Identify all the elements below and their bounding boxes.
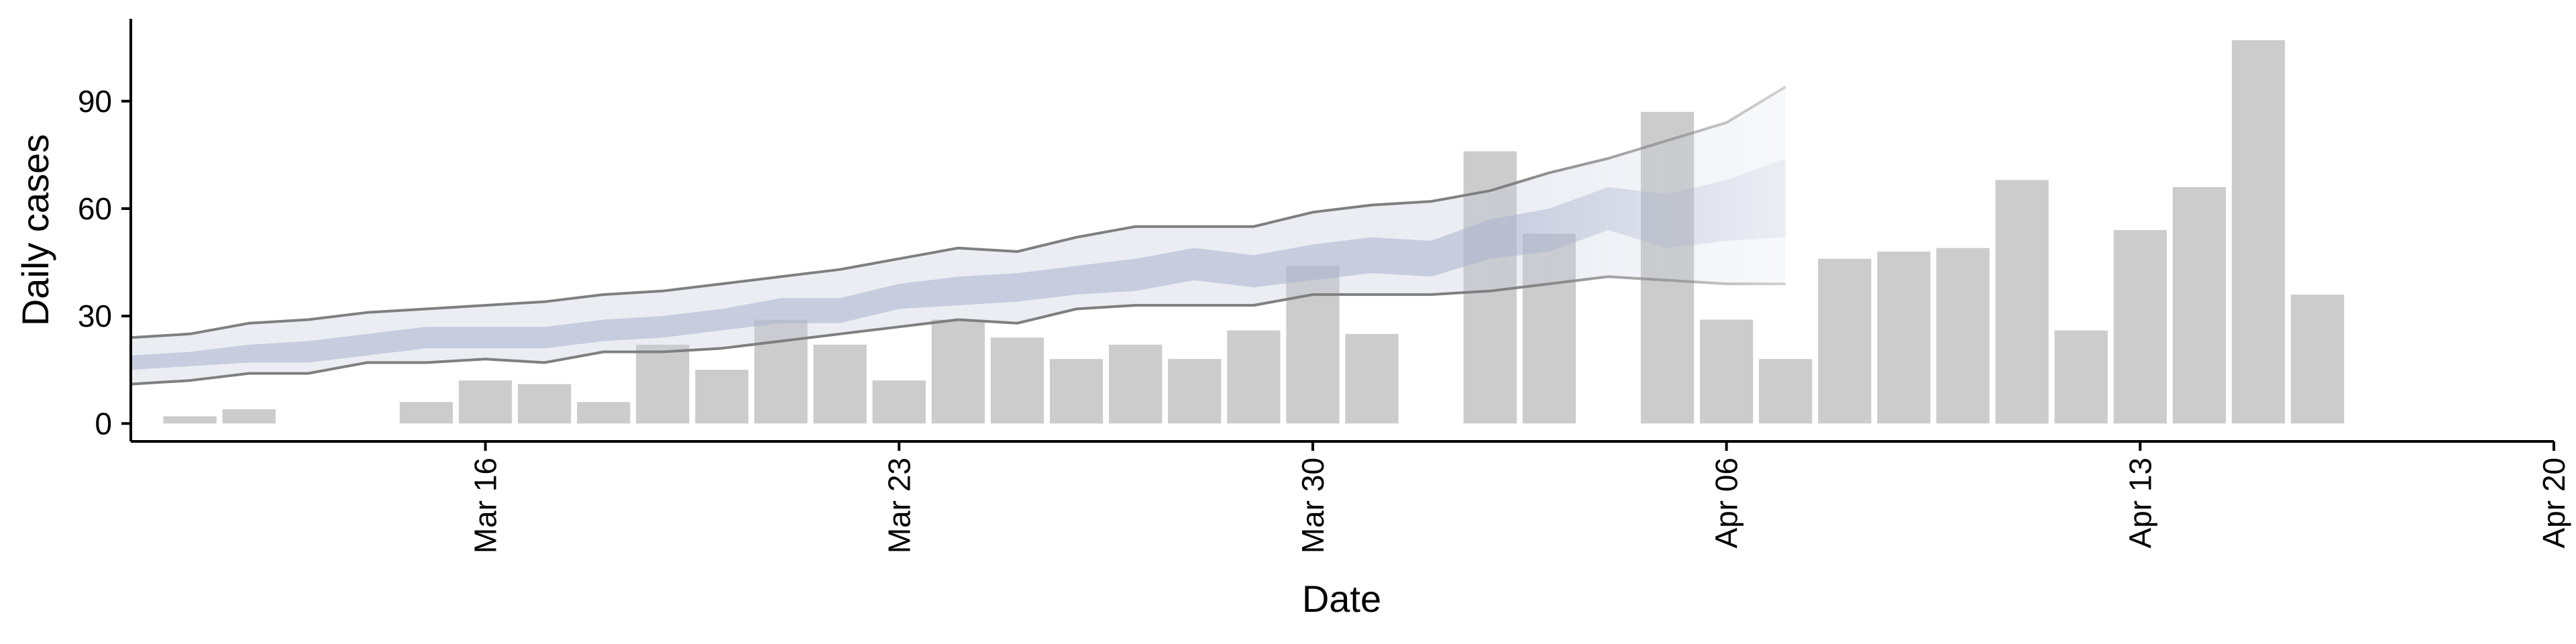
bar-2020-03-30	[1286, 266, 1340, 424]
y-ticks: 0 30 60 90	[78, 84, 131, 441]
y-tick-label-0: 0	[95, 406, 112, 441]
bar-2020-04-08	[1818, 258, 1872, 424]
bar-2020-04-12	[2054, 330, 2108, 424]
bar-2020-04-02	[1463, 151, 1517, 424]
bar-2020-03-24	[931, 319, 985, 424]
bar-2020-04-10	[1936, 248, 1990, 424]
bar-2020-03-15	[399, 402, 453, 424]
bar-2020-03-29	[1227, 330, 1281, 424]
x-tick-label-2020-04-20: Apr 20	[2536, 458, 2571, 549]
bar-2020-03-21	[754, 319, 808, 424]
bar-2020-04-05	[1640, 111, 1695, 424]
x-ticks: Mar 16 Mar 23 Mar 30 Apr 06 Apr 13 Apr 20	[468, 441, 2571, 553]
bar-2020-03-17	[518, 384, 572, 424]
bar-2020-03-20	[695, 370, 749, 424]
x-tick-label-2020-04-06: Apr 06	[1709, 458, 1744, 549]
bar-2020-03-23	[872, 380, 926, 424]
bar-2020-04-15	[2231, 40, 2286, 424]
y-axis-title: Daily cases	[14, 134, 56, 326]
forecast-ribbon-outer	[131, 87, 1786, 384]
bar-2020-03-12	[222, 409, 276, 424]
forecast-upper-line	[130, 85, 1786, 339]
bar-2020-04-07	[1759, 359, 1813, 424]
forecast-lower-line	[130, 275, 1786, 386]
bar-2020-03-19	[636, 344, 690, 424]
bar-2020-04-11	[1995, 180, 2049, 424]
bar-2020-03-16	[458, 380, 513, 424]
bar-2020-03-18	[577, 402, 631, 424]
bar-2020-03-28	[1168, 359, 1222, 424]
bar-2020-04-16	[2291, 294, 2345, 424]
bar-2020-03-27	[1109, 344, 1163, 424]
bar-2020-04-09	[1877, 252, 1931, 424]
bar-2020-03-26	[1049, 359, 1104, 424]
bar-2020-03-31	[1345, 333, 1399, 424]
forecast-series	[130, 85, 1786, 386]
bar-2020-03-25	[990, 337, 1044, 424]
x-tick-label-2020-03-30: Mar 30	[1295, 458, 1330, 553]
bar-2020-04-03	[1522, 233, 1576, 424]
x-tick-label-2020-04-13: Apr 13	[2123, 458, 2157, 549]
y-tick-label-90: 90	[78, 84, 112, 119]
bar-2020-04-13	[2113, 230, 2167, 424]
bar-2020-03-22	[813, 344, 867, 424]
x-axis-title: Date	[1302, 578, 1381, 620]
x-tick-label-2020-03-23: Mar 23	[881, 458, 916, 553]
bar-2020-04-14	[2172, 186, 2226, 424]
bar-series	[163, 40, 2345, 424]
y-tick-label-60: 60	[78, 191, 112, 226]
y-tick-label-30: 30	[78, 299, 112, 333]
forecast-ribbon-inner	[131, 158, 1786, 370]
bar-2020-04-06	[1700, 319, 1754, 424]
bar-2020-03-11	[163, 416, 217, 424]
x-tick-label-2020-03-16: Mar 16	[468, 458, 503, 553]
